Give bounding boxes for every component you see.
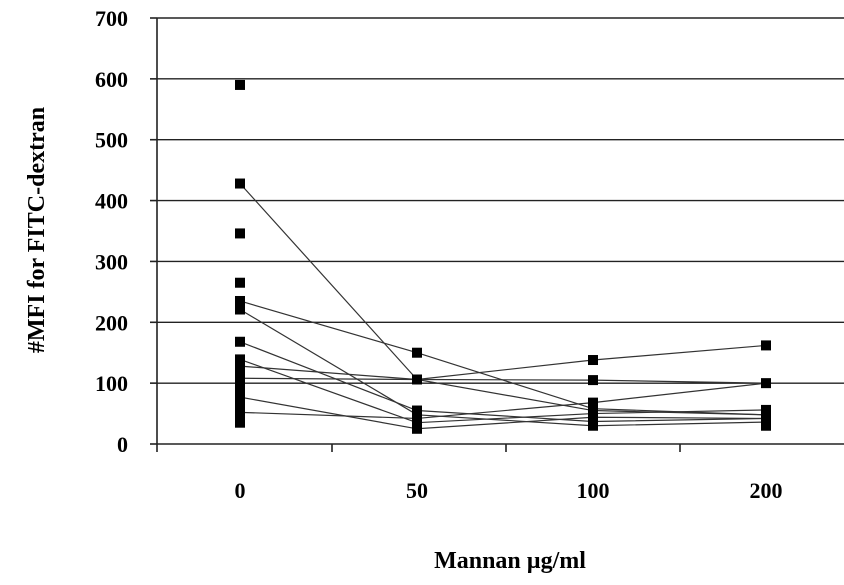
x-tick-label-0: 0	[235, 478, 246, 503]
data-point-24	[412, 417, 422, 428]
series-lines	[239, 183, 767, 430]
subject-line-5	[239, 358, 767, 424]
data-point-10	[235, 367, 245, 378]
x-tick-label-50: 50	[406, 478, 428, 503]
data-point-18	[235, 417, 245, 428]
data-point-6	[235, 304, 245, 315]
subject-line-1	[239, 183, 767, 416]
data-point-15	[235, 396, 245, 407]
data-point-5	[235, 295, 245, 306]
subject-line-8	[239, 396, 767, 430]
y-tick-label-300: 300	[95, 249, 128, 274]
data-point-1	[235, 79, 245, 90]
data-point-27	[588, 375, 598, 386]
subject-line-6	[239, 344, 767, 381]
subject-line-7	[239, 377, 767, 384]
data-point-28	[588, 397, 598, 408]
subject-line-2	[239, 300, 767, 416]
y-tick-labels: 0 100 200 300 400 500 600 700	[95, 6, 128, 457]
subject-line-9	[239, 382, 767, 420]
y-tick-label-400: 400	[95, 189, 128, 214]
y-axis-title: #MFI for FITC-dextran	[24, 107, 50, 353]
data-point-8	[235, 354, 245, 365]
data-point-33	[588, 420, 598, 431]
data-point-3	[235, 228, 245, 239]
x-tick-labels: 0 50 100 200	[235, 478, 783, 503]
data-point-26	[588, 355, 598, 366]
data-point-35	[761, 378, 771, 389]
data-point-19	[412, 347, 422, 358]
data-point-17	[235, 409, 245, 420]
x-axis-title: Mannan µg/ml	[434, 548, 586, 574]
subject-line-3	[239, 308, 767, 427]
data-point-7	[235, 336, 245, 347]
y-tick-label-0: 0	[117, 432, 128, 457]
subject-line-4	[239, 341, 767, 423]
data-point-34	[761, 340, 771, 351]
x-tick-label-200: 200	[750, 478, 783, 503]
data-point-11	[235, 373, 245, 384]
data-point-4	[235, 277, 245, 288]
data-point-12	[235, 379, 245, 390]
data-point-20	[412, 374, 422, 385]
data-point-16	[235, 403, 245, 414]
data-markers	[235, 79, 771, 434]
grid-lines	[157, 17, 844, 384]
data-point-40	[761, 420, 771, 431]
axes	[150, 17, 844, 452]
data-point-2	[235, 178, 245, 189]
data-point-13	[235, 385, 245, 396]
y-tick-label-600: 600	[95, 67, 128, 92]
y-tick-label-200: 200	[95, 310, 128, 335]
x-tick-label-100: 100	[577, 478, 610, 503]
data-point-9	[235, 361, 245, 372]
y-tick-label-700: 700	[95, 6, 128, 31]
y-tick-label-100: 100	[95, 371, 128, 396]
y-tick-label-500: 500	[95, 128, 128, 153]
data-point-25	[412, 423, 422, 434]
